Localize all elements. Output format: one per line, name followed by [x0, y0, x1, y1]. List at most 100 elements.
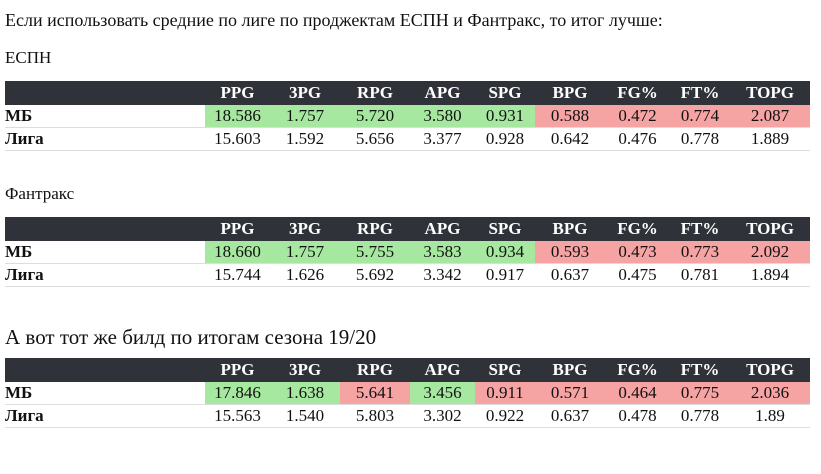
value-cell: 3.302 — [410, 404, 475, 428]
value-cell: 0.781 — [670, 263, 730, 287]
value-cell: 0.922 — [475, 404, 535, 428]
table-row: МБ 18.660 1.757 5.755 3.583 0.934 0.593 0.473 0.… — [5, 241, 810, 264]
header-cell: TOPG — [730, 81, 810, 105]
header-cell: 3PG — [270, 81, 340, 105]
header-cell: RPG — [340, 358, 410, 382]
header-cell: APG — [410, 81, 475, 105]
value-cell: 5.656 — [340, 127, 410, 151]
table-row: Лига 15.603 1.592 5.656 3.377 0.928 0.642 0.476… — [5, 127, 810, 151]
header-cell: BPG — [535, 358, 605, 382]
value-cell: 5.755 — [340, 241, 410, 264]
header-cell: FT% — [670, 81, 730, 105]
header-cell: TOPG — [730, 358, 810, 382]
header-cell: APG — [410, 217, 475, 241]
value-cell: 0.774 — [670, 105, 730, 128]
value-cell: 0.917 — [475, 263, 535, 287]
value-cell: 1.592 — [270, 127, 340, 151]
value-cell: 0.478 — [605, 404, 670, 428]
header-cell: TOPG — [730, 217, 810, 241]
value-cell: 0.475 — [605, 263, 670, 287]
header-cell: PPG — [205, 358, 270, 382]
value-cell: 0.593 — [535, 241, 605, 264]
value-cell: 1.89 — [730, 404, 810, 428]
header-cell: FG% — [605, 217, 670, 241]
header-cell: SPG — [475, 81, 535, 105]
header-cell: FG% — [605, 81, 670, 105]
value-cell: 0.642 — [535, 127, 605, 151]
table-row: МБ 17.846 1.638 5.641 3.456 0.911 0.571 0.464 0.… — [5, 382, 810, 405]
value-cell: 0.464 — [605, 382, 670, 405]
header-row: PPG 3PG RPG APG SPG BPG FG% FT% TOPG — [5, 358, 810, 382]
value-cell: 0.637 — [535, 263, 605, 287]
value-cell: 17.846 — [205, 382, 270, 405]
value-cell: 0.775 — [670, 382, 730, 405]
value-cell: 5.692 — [340, 263, 410, 287]
intro-text: Если использовать средние по лиге по про… — [5, 10, 663, 30]
table-row: Лига 15.744 1.626 5.692 3.342 0.917 0.637 0.475… — [5, 263, 810, 287]
header-cell: RPG — [340, 217, 410, 241]
value-cell: 1.638 — [270, 382, 340, 405]
row-label: МБ — [5, 382, 205, 405]
header-cell — [5, 217, 205, 241]
row-label: Лига — [5, 263, 205, 287]
stats-table: PPG 3PG RPG APG SPG BPG FG% FT% TOPG МБ 17.846 1.63… — [5, 358, 810, 428]
header-cell: APG — [410, 358, 475, 382]
row-label: МБ — [5, 105, 205, 128]
value-cell: 1.757 — [270, 241, 340, 264]
value-cell: 0.773 — [670, 241, 730, 264]
value-cell: 0.911 — [475, 382, 535, 405]
value-cell: 1.540 — [270, 404, 340, 428]
section-title: А вот тот же билд по итогам сезона 19/20 — [5, 325, 377, 349]
header-cell — [5, 81, 205, 105]
section-title: ЕСПН — [5, 48, 52, 67]
value-cell: 2.036 — [730, 382, 810, 405]
value-cell: 5.720 — [340, 105, 410, 128]
value-cell: 0.778 — [670, 404, 730, 428]
value-cell: 1.894 — [730, 263, 810, 287]
header-cell: BPG — [535, 81, 605, 105]
table-row: Лига 15.563 1.540 5.803 3.302 0.922 0.637 0.478… — [5, 404, 810, 428]
value-cell: 0.472 — [605, 105, 670, 128]
header-cell: RPG — [340, 81, 410, 105]
header-cell: PPG — [205, 81, 270, 105]
value-cell: 15.744 — [205, 263, 270, 287]
value-cell: 3.377 — [410, 127, 475, 151]
value-cell: 3.583 — [410, 241, 475, 264]
header-cell: 3PG — [270, 358, 340, 382]
header-row: PPG 3PG RPG APG SPG BPG FG% FT% TOPG — [5, 217, 810, 241]
value-cell: 0.934 — [475, 241, 535, 264]
value-cell: 0.571 — [535, 382, 605, 405]
value-cell: 18.586 — [205, 105, 270, 128]
value-cell: 3.456 — [410, 382, 475, 405]
value-cell: 3.580 — [410, 105, 475, 128]
header-cell: BPG — [535, 217, 605, 241]
header-cell: 3PG — [270, 217, 340, 241]
value-cell: 5.803 — [340, 404, 410, 428]
row-label: МБ — [5, 241, 205, 264]
value-cell: 0.778 — [670, 127, 730, 151]
table-row: МБ 18.586 1.757 5.720 3.580 0.931 0.588 0.472 0.… — [5, 105, 810, 128]
value-cell: 3.342 — [410, 263, 475, 287]
value-cell: 0.473 — [605, 241, 670, 264]
header-cell — [5, 358, 205, 382]
value-cell: 0.637 — [535, 404, 605, 428]
stats-table: PPG 3PG RPG APG SPG BPG FG% FT% TOPG МБ 18.660 1.75… — [5, 217, 810, 287]
value-cell: 0.931 — [475, 105, 535, 128]
value-cell: 15.603 — [205, 127, 270, 151]
value-cell: 0.588 — [535, 105, 605, 128]
value-cell: 1.889 — [730, 127, 810, 151]
value-cell: 2.092 — [730, 241, 810, 264]
header-cell: SPG — [475, 358, 535, 382]
header-cell: SPG — [475, 217, 535, 241]
header-row: PPG 3PG RPG APG SPG BPG FG% FT% TOPG — [5, 81, 810, 105]
value-cell: 0.476 — [605, 127, 670, 151]
row-label: Лига — [5, 404, 205, 428]
value-cell: 2.087 — [730, 105, 810, 128]
header-cell: FT% — [670, 358, 730, 382]
value-cell: 15.563 — [205, 404, 270, 428]
value-cell: 5.641 — [340, 382, 410, 405]
header-cell: FT% — [670, 217, 730, 241]
row-label: Лига — [5, 127, 205, 151]
section-title: Фантракс — [5, 184, 75, 203]
